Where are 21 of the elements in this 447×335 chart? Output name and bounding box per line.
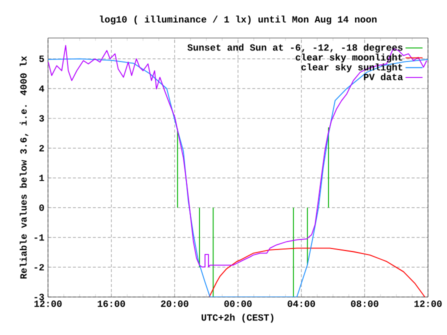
x-tick-label: 12:00 <box>34 300 62 307</box>
y-tick-label: 3 <box>39 115 44 122</box>
y-tick-label: -3 <box>34 294 44 300</box>
x-tick-label: 16:00 <box>98 300 125 307</box>
y-tick-label: -2 <box>34 264 44 270</box>
y-tick-label: 0 <box>39 204 44 211</box>
chart-title: log10 ( illuminance / 1 lx) until Mon Aug 14 noon <box>100 16 377 24</box>
y-tick-label: 5 <box>39 56 44 62</box>
y-axis-title: Reliable values below 3.6, i.e. 4000 lx <box>20 56 28 279</box>
y-tick-label: 1 <box>39 174 44 182</box>
x-tick-label: 00:00 <box>224 300 252 307</box>
x-axis-title: UTC+2h (CEST) <box>202 314 274 323</box>
x-tick-label: 04:00 <box>288 300 315 307</box>
x-tick-label: 08:00 <box>351 300 378 307</box>
y-tick-label: -1 <box>34 234 44 241</box>
x-tick-label: 12:00 <box>414 300 442 307</box>
x-tick-label: 20:00 <box>161 300 188 307</box>
legend-label: Sunset and Sun at -6, -12, -18 degrees <box>187 44 402 53</box>
y-tick-label: 4 <box>39 85 44 92</box>
y-tick-label: 2 <box>39 144 44 152</box>
legend-label: PV data <box>364 73 403 80</box>
